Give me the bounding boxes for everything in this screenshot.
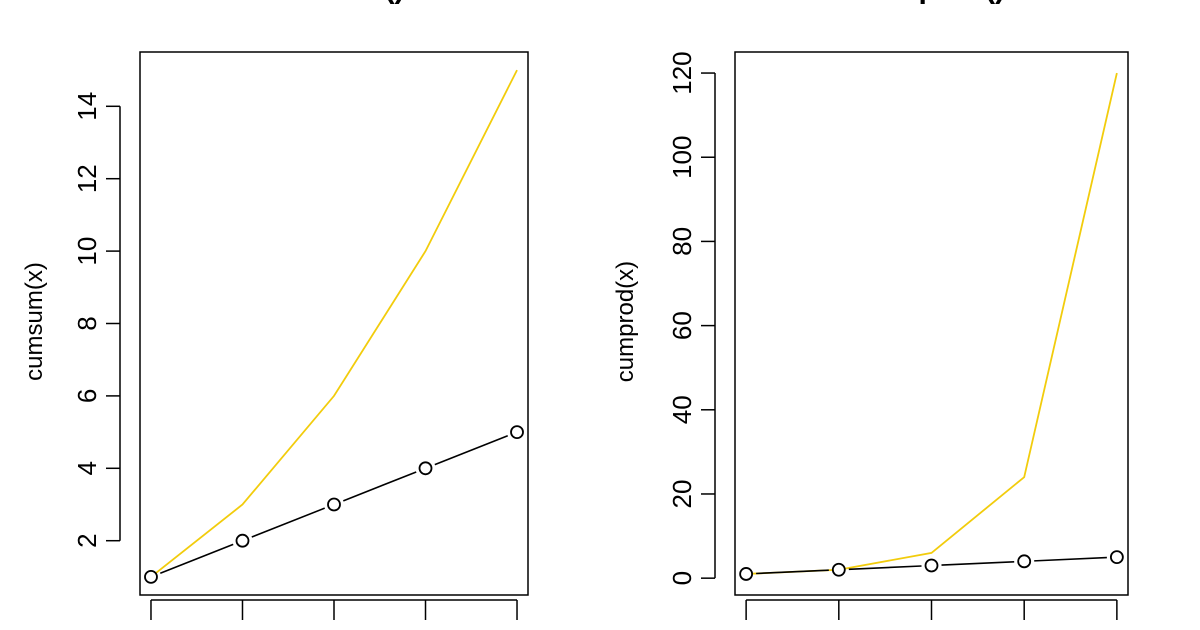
series-line-1	[150, 69, 518, 578]
series-segment	[1034, 556, 1107, 562]
y-tick-label: 20	[667, 480, 697, 509]
plot-frame	[139, 51, 529, 596]
y-tick-label: 8	[72, 316, 102, 330]
y-tick-label: 60	[667, 311, 697, 340]
data-point	[235, 533, 250, 548]
data-point	[1109, 550, 1124, 565]
series-segment	[848, 565, 922, 571]
y-tick-label: 40	[667, 395, 697, 424]
panel-1: cumsum() 2 4 6 8 10 12 14 cumsum(x)	[21, 0, 529, 620]
y-tick-label: 14	[72, 92, 102, 121]
panel-2: cumprod() 0 20 40 60 80 100 120 cumprod(x)	[612, 0, 1129, 620]
y-tick-label: 4	[72, 461, 102, 475]
series-segment	[343, 471, 417, 502]
y-axis-title: cumprod(x)	[612, 261, 639, 382]
series-segment	[756, 569, 829, 575]
y-tick-label: 120	[667, 51, 697, 94]
data-point	[327, 497, 341, 512]
y-tick-label: 10	[72, 237, 102, 266]
data-point	[739, 567, 754, 581]
y-tick-label: 80	[667, 227, 697, 256]
series-segment	[434, 435, 509, 466]
data-point	[144, 570, 158, 584]
chart-title: cumprod()	[857, 0, 1005, 5]
data-point	[1017, 554, 1032, 569]
y-axis-title: cumsum(x)	[21, 262, 48, 381]
series-segment	[159, 543, 234, 574]
series-segment	[251, 507, 325, 538]
chart-title: cumsum()	[261, 0, 404, 5]
y-tick-label: 12	[72, 164, 102, 193]
data-point	[831, 562, 846, 577]
series-segment	[941, 560, 1015, 566]
series-line-1	[746, 72, 1118, 575]
data-point	[924, 558, 939, 573]
y-tick-label: 100	[667, 136, 697, 179]
data-point	[510, 425, 524, 440]
y-tick-label: 2	[72, 533, 102, 547]
plot-frame	[734, 51, 1129, 596]
y-tick-label: 6	[72, 389, 102, 403]
y-tick-label: 0	[667, 571, 697, 585]
data-point	[418, 461, 433, 476]
